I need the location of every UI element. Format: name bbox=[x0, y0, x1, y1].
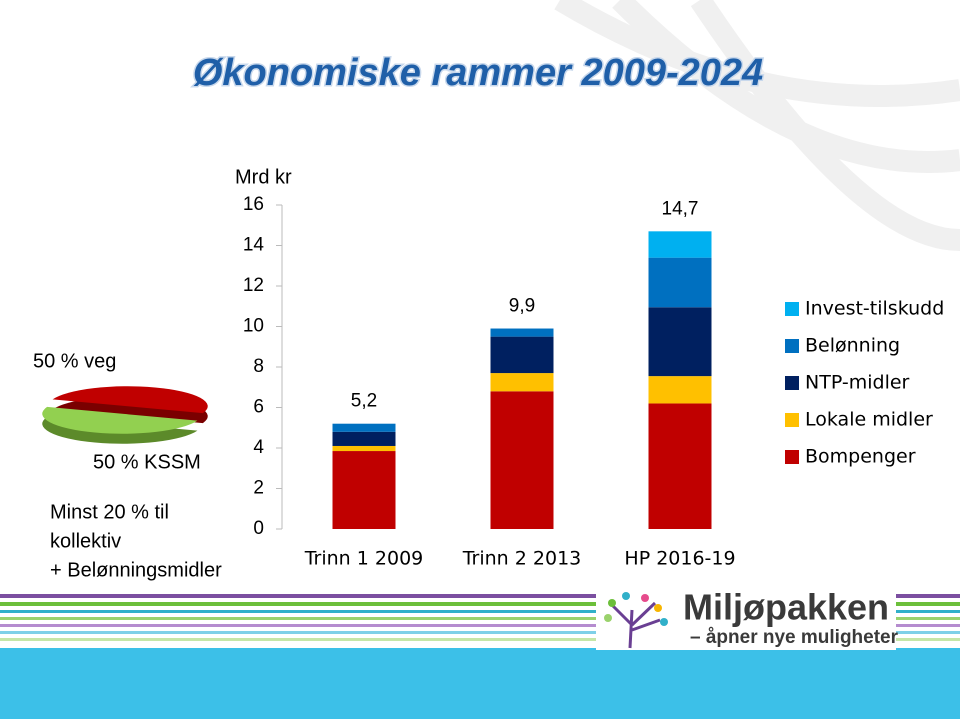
x-tick-label: Trinn 1 2009 bbox=[304, 548, 424, 570]
pie-label: 50 % veg bbox=[33, 350, 116, 372]
bar-segment bbox=[648, 403, 712, 529]
bar-segment bbox=[490, 328, 554, 337]
legend-label: Lokale midler bbox=[805, 409, 933, 431]
y-tick-label: 16 bbox=[243, 194, 264, 215]
note: Minst 20 % til bbox=[50, 501, 169, 523]
legend-label: Bompenger bbox=[805, 446, 916, 468]
total-label: 14,7 bbox=[662, 198, 699, 219]
slide-title: Økonomiske rammer 2009-2024 bbox=[193, 52, 763, 94]
pie-slice bbox=[42, 406, 198, 434]
x-tick-label: HP 2016-19 bbox=[624, 548, 735, 570]
y-axis-label: Mrd kr bbox=[235, 166, 292, 188]
logo-tagline: – åpner nye muligheter bbox=[690, 627, 899, 648]
legend-swatch bbox=[785, 302, 799, 316]
y-tick-label: 8 bbox=[253, 356, 264, 377]
y-tick-label: 2 bbox=[253, 478, 264, 499]
legend-swatch bbox=[785, 413, 799, 427]
legend-label: Invest-tilskudd bbox=[805, 298, 944, 320]
bar-segment bbox=[648, 231, 712, 258]
y-tick-label: 10 bbox=[243, 316, 264, 337]
bar-segment bbox=[648, 307, 712, 377]
bar-segment bbox=[332, 423, 396, 432]
legend-label: NTP-midler bbox=[805, 372, 910, 394]
y-tick-label: 12 bbox=[243, 275, 264, 296]
y-tick-label: 0 bbox=[253, 518, 264, 539]
background-arcs bbox=[554, 0, 960, 251]
legend-swatch bbox=[785, 339, 799, 353]
legend-swatch bbox=[785, 450, 799, 464]
total-label: 9,9 bbox=[509, 296, 535, 317]
bar-segment bbox=[332, 431, 396, 446]
x-tick-label: Trinn 2 2013 bbox=[462, 548, 582, 570]
note: + Belønningsmidler bbox=[50, 559, 222, 581]
footer-stripes bbox=[0, 584, 960, 719]
bar-segment bbox=[490, 373, 554, 392]
logo-icon bbox=[604, 592, 668, 649]
pie-label: 50 % KSSM bbox=[93, 451, 201, 473]
bar-segment bbox=[332, 445, 396, 452]
logo-name: Miljøpakken bbox=[683, 587, 889, 628]
bar-segment bbox=[332, 451, 396, 529]
note: kollektiv bbox=[50, 530, 121, 552]
pie-slice bbox=[52, 386, 208, 414]
bar-segment bbox=[490, 391, 554, 529]
legend-label: Belønning bbox=[805, 335, 900, 357]
bar-segment bbox=[648, 257, 712, 308]
bar-segment bbox=[648, 376, 712, 404]
y-tick-label: 6 bbox=[253, 397, 264, 418]
y-tick-label: 4 bbox=[253, 437, 264, 458]
total-label: 5,2 bbox=[351, 391, 377, 412]
legend-swatch bbox=[785, 376, 799, 390]
bar-segment bbox=[490, 336, 554, 374]
y-tick-label: 14 bbox=[243, 235, 265, 256]
